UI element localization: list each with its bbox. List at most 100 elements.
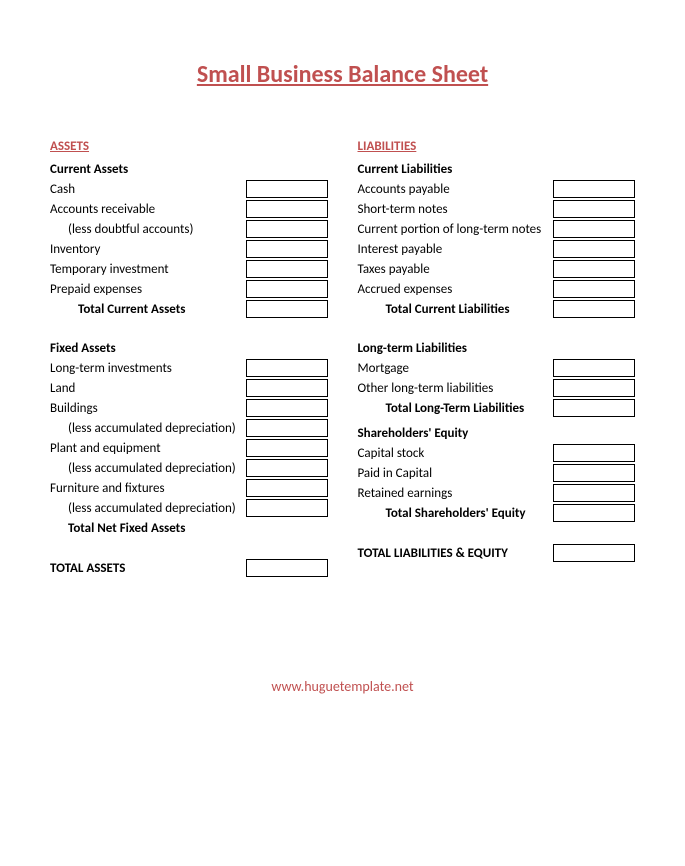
cell-mortgage[interactable] — [553, 359, 635, 377]
liabilities-column: LIABILITIES Current Liabilities Accounts… — [358, 139, 636, 578]
label-total-lt-liabilities: Total Long-Term Liabilities — [358, 401, 550, 416]
cell-interest-payable[interactable] — [553, 240, 635, 258]
cell-short-term-notes[interactable] — [553, 200, 635, 218]
row-lt-notes-current: Current portion of long-term notes — [358, 219, 636, 239]
cell-less-doubtful[interactable] — [246, 220, 328, 238]
row-accounts-receivable: Accounts receivable — [50, 199, 328, 219]
row-total-assets: TOTAL ASSETS — [50, 558, 328, 578]
cell-paid-capital[interactable] — [553, 464, 635, 482]
label-accrued-expenses: Accrued expenses — [358, 282, 550, 297]
label-lt-investments: Long-term investments — [50, 361, 242, 376]
row-capital-stock: Capital stock — [358, 443, 636, 463]
label-total-assets: TOTAL ASSETS — [50, 561, 242, 576]
current-liabilities-title: Current Liabilities — [358, 162, 636, 177]
cell-total-liabilities-equity[interactable] — [553, 544, 635, 562]
row-accrued-expenses: Accrued expenses — [358, 279, 636, 299]
label-land: Land — [50, 381, 242, 396]
row-interest-payable: Interest payable — [358, 239, 636, 259]
row-total-lt-liabilities: Total Long-Term Liabilities — [358, 398, 636, 418]
label-accounts-receivable: Accounts receivable — [50, 202, 242, 217]
cell-accrued-expenses[interactable] — [553, 280, 635, 298]
footer-url: www.huguetemplate.net — [50, 678, 635, 695]
label-less-doubtful: (less doubtful accounts) — [50, 222, 242, 237]
cell-cash[interactable] — [246, 180, 328, 198]
row-depr-furniture: (less accumulated depreciation) — [50, 498, 328, 518]
cell-buildings[interactable] — [246, 399, 328, 417]
cell-total-assets[interactable] — [246, 559, 328, 577]
row-accounts-payable: Accounts payable — [358, 179, 636, 199]
label-buildings: Buildings — [50, 401, 242, 416]
label-depr-furniture: (less accumulated depreciation) — [50, 501, 242, 516]
liabilities-header: LIABILITIES — [358, 139, 636, 154]
label-depr-buildings: (less accumulated depreciation) — [50, 421, 242, 436]
cell-total-current-liabilities[interactable] — [553, 300, 635, 318]
label-total-fixed-assets: Total Net Fixed Assets — [50, 521, 328, 536]
label-depr-plant: (less accumulated depreciation) — [50, 461, 242, 476]
cell-total-current-assets[interactable] — [246, 300, 328, 318]
label-capital-stock: Capital stock — [358, 446, 550, 461]
label-cash: Cash — [50, 182, 242, 197]
label-prepaid: Prepaid expenses — [50, 282, 242, 297]
cell-lt-notes-current[interactable] — [553, 220, 635, 238]
equity-title: Shareholders' Equity — [358, 426, 636, 441]
cell-total-equity[interactable] — [553, 504, 635, 522]
cell-accounts-receivable[interactable] — [246, 200, 328, 218]
label-mortgage: Mortgage — [358, 361, 550, 376]
cell-accounts-payable[interactable] — [553, 180, 635, 198]
label-paid-capital: Paid in Capital — [358, 466, 550, 481]
cell-prepaid[interactable] — [246, 280, 328, 298]
row-land: Land — [50, 378, 328, 398]
row-cash: Cash — [50, 179, 328, 199]
row-short-term-notes: Short-term notes — [358, 199, 636, 219]
lt-liabilities-title: Long-term Liabilities — [358, 341, 636, 356]
row-total-equity: Total Shareholders' Equity — [358, 503, 636, 523]
label-taxes-payable: Taxes payable — [358, 262, 550, 277]
row-lt-investments: Long-term investments — [50, 358, 328, 378]
row-plant: Plant and equipment — [50, 438, 328, 458]
row-other-lt: Other long-term liabilities — [358, 378, 636, 398]
cell-plant[interactable] — [246, 439, 328, 457]
assets-header: ASSETS — [50, 139, 328, 154]
cell-temp-investment[interactable] — [246, 260, 328, 278]
label-retained-earnings: Retained earnings — [358, 486, 550, 501]
label-lt-notes-current: Current portion of long-term notes — [358, 222, 550, 237]
label-total-liabilities-equity: TOTAL LIABILITIES & EQUITY — [358, 546, 550, 561]
current-assets-title: Current Assets — [50, 162, 328, 177]
cell-capital-stock[interactable] — [553, 444, 635, 462]
label-total-equity: Total Shareholders' Equity — [358, 506, 550, 521]
row-prepaid: Prepaid expenses — [50, 279, 328, 299]
row-mortgage: Mortgage — [358, 358, 636, 378]
cell-other-lt[interactable] — [553, 379, 635, 397]
row-inventory: Inventory — [50, 239, 328, 259]
cell-total-lt-liabilities[interactable] — [553, 399, 635, 417]
cell-depr-plant[interactable] — [246, 459, 328, 477]
row-total-fixed-assets: Total Net Fixed Assets — [50, 518, 328, 538]
cell-land[interactable] — [246, 379, 328, 397]
cell-taxes-payable[interactable] — [553, 260, 635, 278]
label-inventory: Inventory — [50, 242, 242, 257]
row-total-current-assets: Total Current Assets — [50, 299, 328, 319]
cell-inventory[interactable] — [246, 240, 328, 258]
label-temp-investment: Temporary investment — [50, 262, 242, 277]
label-total-current-liabilities: Total Current Liabilities — [358, 302, 550, 317]
cell-furniture[interactable] — [246, 479, 328, 497]
label-total-current-assets: Total Current Assets — [50, 302, 242, 317]
balance-sheet-columns: ASSETS Current Assets Cash Accounts rece… — [50, 139, 635, 578]
cell-retained-earnings[interactable] — [553, 484, 635, 502]
row-less-doubtful: (less doubtful accounts) — [50, 219, 328, 239]
row-paid-capital: Paid in Capital — [358, 463, 636, 483]
row-furniture: Furniture and fixtures — [50, 478, 328, 498]
label-interest-payable: Interest payable — [358, 242, 550, 257]
row-depr-buildings: (less accumulated depreciation) — [50, 418, 328, 438]
label-other-lt: Other long-term liabilities — [358, 381, 550, 396]
assets-column: ASSETS Current Assets Cash Accounts rece… — [50, 139, 328, 578]
page-title: Small Business Balance Sheet — [50, 60, 635, 89]
fixed-assets-title: Fixed Assets — [50, 341, 328, 356]
row-retained-earnings: Retained earnings — [358, 483, 636, 503]
label-furniture: Furniture and fixtures — [50, 481, 242, 496]
cell-depr-buildings[interactable] — [246, 419, 328, 437]
cell-lt-investments[interactable] — [246, 359, 328, 377]
row-total-liabilities-equity: TOTAL LIABILITIES & EQUITY — [358, 543, 636, 563]
row-temp-investment: Temporary investment — [50, 259, 328, 279]
cell-depr-furniture[interactable] — [246, 499, 328, 517]
